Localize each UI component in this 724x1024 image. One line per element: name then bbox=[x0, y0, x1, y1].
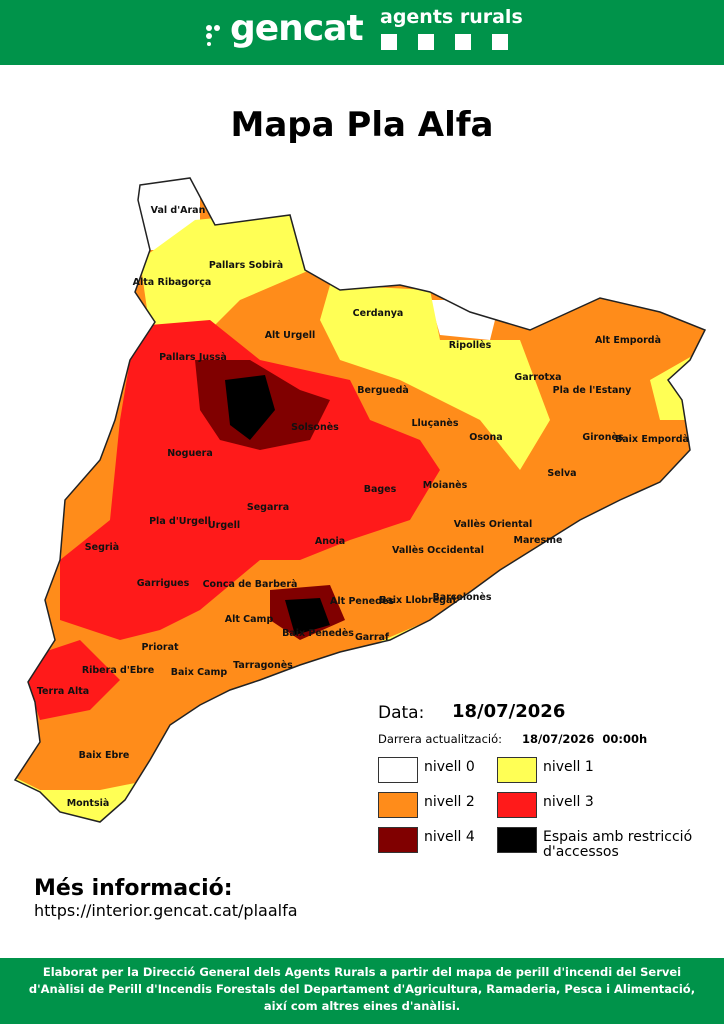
region-label: Barcelonès bbox=[432, 592, 491, 603]
region-label: Vallès Oriental bbox=[454, 519, 533, 530]
region-label: Garrigues bbox=[137, 578, 190, 589]
region-label: Bages bbox=[364, 484, 397, 495]
region-label: Priorat bbox=[141, 642, 179, 653]
legend-label: nivell 1 bbox=[543, 759, 594, 775]
region-label: Montsià bbox=[67, 798, 110, 809]
legend-swatch bbox=[497, 792, 537, 818]
region-label: Alt Camp bbox=[225, 614, 274, 625]
region-label: Noguera bbox=[167, 448, 213, 459]
logo: gencat bbox=[230, 8, 364, 49]
region-label: Baix Penedès bbox=[282, 628, 354, 639]
legend-label: Espais amb restricció d'accessos bbox=[543, 829, 693, 860]
region-label: Solsonès bbox=[291, 422, 339, 433]
legend-swatch bbox=[497, 827, 537, 853]
region-label: Moianès bbox=[423, 480, 468, 491]
region-label: Lluçanès bbox=[412, 418, 459, 429]
legend-label: nivell 2 bbox=[424, 794, 475, 810]
region-label: Anoia bbox=[315, 536, 345, 547]
region-label: Vallès Occidental bbox=[392, 545, 484, 556]
square bbox=[455, 34, 471, 50]
info-url: https://interior.gencat.cat/plaalfa bbox=[34, 901, 298, 920]
region-label: Garraf bbox=[355, 632, 390, 643]
update-label: Darrera actualització: bbox=[378, 732, 503, 746]
region-label: Baix Camp bbox=[171, 667, 228, 678]
region-label: Cerdanya bbox=[353, 308, 404, 319]
region-label: Urgell bbox=[208, 520, 240, 531]
zone-level-3 bbox=[60, 320, 440, 640]
info-heading: Més informació: bbox=[34, 876, 233, 901]
zone-level-1 bbox=[320, 285, 550, 470]
region-label: Alt Penedès bbox=[330, 596, 394, 607]
region-label: Baix Llobregat bbox=[379, 595, 457, 606]
map: Val d'Aran Pallars Sobirà Alta Ribagorça Al… bbox=[14, 177, 706, 823]
square bbox=[492, 34, 508, 50]
square bbox=[381, 34, 397, 50]
date: 18/07/2026 bbox=[452, 701, 566, 722]
zone-level-1 bbox=[140, 210, 310, 330]
region-label: Gironès bbox=[582, 432, 623, 443]
region-label: Pla de l'Estany bbox=[553, 385, 633, 396]
legend-swatch bbox=[378, 757, 418, 783]
header: gencat agents rurals bbox=[0, 0, 724, 65]
region-label: Selva bbox=[547, 468, 576, 479]
region-label: Segrià bbox=[85, 542, 119, 553]
region-label: Pla d'Urgell bbox=[149, 516, 211, 527]
legend-label: nivell 4 bbox=[424, 829, 475, 845]
region-label: Ripollès bbox=[449, 340, 492, 351]
region-label: Alt Urgell bbox=[265, 330, 316, 341]
region-labels: Val d'Aran Pallars Sobirà Alta Ribagorça Al… bbox=[37, 205, 689, 809]
region-label: Pallars Sobirà bbox=[209, 260, 283, 271]
square bbox=[418, 34, 434, 50]
zone-restricted bbox=[285, 598, 330, 635]
info: Més informació: https://interior.gencat.… bbox=[34, 876, 298, 920]
zone-level-0 bbox=[430, 300, 500, 340]
region-label: Garrotxa bbox=[514, 372, 561, 383]
title: Mapa Pla Alfa bbox=[230, 105, 494, 145]
logo-icon bbox=[206, 25, 220, 46]
region-label: Tarragonès bbox=[233, 660, 293, 671]
legend-label: nivell 3 bbox=[543, 794, 594, 810]
footer: Elaborat per la Direcció General dels Ag… bbox=[0, 958, 724, 1024]
region-label: Berguedà bbox=[357, 385, 409, 396]
region-label: Alta Ribagorça bbox=[133, 277, 212, 288]
legend-swatch bbox=[497, 757, 537, 783]
region-label: Val d'Aran bbox=[151, 205, 206, 216]
legend-swatch bbox=[378, 827, 418, 853]
region-label: Baix Ebre bbox=[79, 750, 130, 761]
region-label: Pallars Jussà bbox=[159, 352, 227, 363]
region-label: Conca de Barberà bbox=[203, 579, 298, 590]
region-label: Terra Alta bbox=[37, 686, 89, 697]
update: 18/07/2026 00:00h bbox=[522, 732, 648, 746]
zone-level-3 bbox=[20, 640, 120, 720]
date-label: Data: bbox=[378, 703, 425, 723]
header-subtitle: agents rurals bbox=[380, 6, 523, 28]
region-label: Ribera d'Ebre bbox=[82, 665, 154, 676]
region-label: Alt Empordà bbox=[595, 335, 661, 346]
legend-label: nivell 0 bbox=[424, 759, 475, 775]
region-label: Segarra bbox=[247, 502, 289, 513]
region-label: Baix Empordà bbox=[615, 434, 689, 445]
legend-swatch bbox=[378, 792, 418, 818]
region-label: Maresme bbox=[514, 535, 563, 546]
zone-restricted bbox=[225, 375, 275, 440]
region-label: Osona bbox=[469, 432, 502, 443]
